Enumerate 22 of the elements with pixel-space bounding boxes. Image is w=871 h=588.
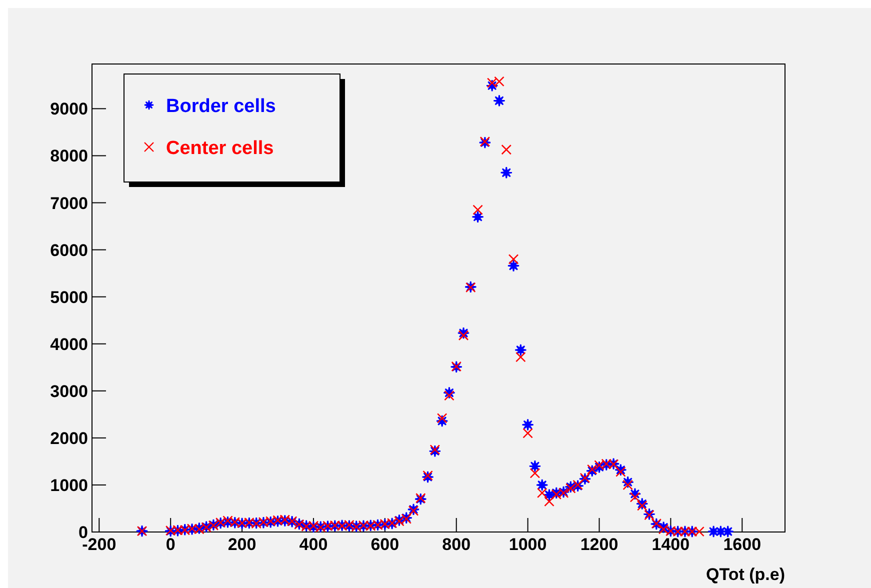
x-tick-label: 0 bbox=[166, 535, 176, 554]
x-tick-label: 400 bbox=[299, 535, 328, 554]
x-tick-label: 200 bbox=[228, 535, 256, 554]
x-tick-label: 600 bbox=[370, 535, 400, 554]
y-tick-label: 8000 bbox=[50, 146, 88, 166]
legend-label: Border cells bbox=[166, 96, 276, 117]
y-tick-label: 7000 bbox=[50, 194, 88, 213]
y-tick-label: 0 bbox=[78, 523, 88, 542]
y-tick-label: 5000 bbox=[50, 288, 88, 307]
y-tick-label: 9000 bbox=[50, 100, 88, 119]
y-tick-label: 1000 bbox=[50, 476, 88, 495]
y-tick-label: 3000 bbox=[50, 382, 88, 401]
legend-label: Center cells bbox=[166, 138, 274, 159]
x-tick-label: 800 bbox=[442, 535, 471, 554]
x-tick-label: 1200 bbox=[580, 535, 618, 554]
x-tick-label: 1000 bbox=[508, 535, 547, 554]
x-tick-label: 1600 bbox=[723, 535, 762, 554]
y-tick-label: 2000 bbox=[50, 428, 88, 448]
x-tick-label: 1400 bbox=[652, 535, 690, 554]
y-tick-label: 6000 bbox=[50, 240, 88, 260]
x-axis-title: QTot (p.e) bbox=[706, 565, 785, 584]
y-tick-label: 4000 bbox=[50, 334, 88, 354]
